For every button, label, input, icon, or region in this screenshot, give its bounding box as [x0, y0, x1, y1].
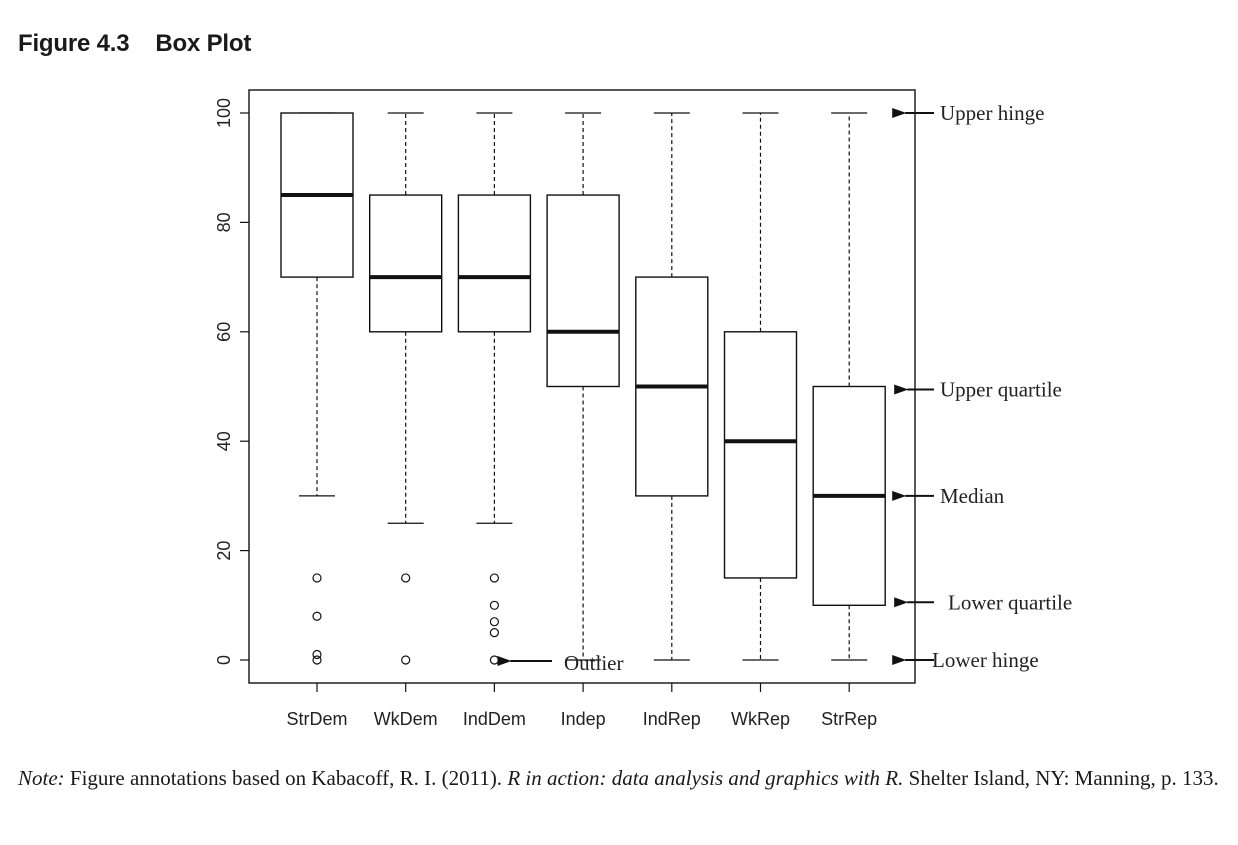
y-tick-label: 0: [214, 655, 234, 665]
outlier-point: [489, 628, 499, 638]
box-strrep: [812, 112, 886, 661]
x-tick-label: WkDem: [374, 709, 438, 729]
annotation-label-upper-hinge: Upper hinge: [940, 101, 1044, 125]
y-tick-label: 100: [214, 98, 234, 128]
y-tick-label: 40: [214, 431, 234, 451]
outlier-point: [401, 573, 411, 583]
outlier-point: [489, 617, 499, 627]
y-tick-label: 80: [214, 212, 234, 232]
outlier-point: [489, 655, 499, 665]
x-tick-label: WkRep: [731, 709, 790, 729]
plot-frame: [248, 89, 916, 684]
axes: 0 20 40 60 80 100 StrDem WkDem IndDem Indep IndRep…: [214, 89, 916, 729]
outlier-point: [312, 655, 322, 665]
note-text-after: Shelter Island, NY: Manning, p. 133.: [903, 766, 1219, 790]
box-body: [457, 194, 532, 333]
x-tick-label: IndRep: [643, 709, 701, 729]
box-body: [369, 194, 443, 333]
outlier-point: [401, 655, 411, 665]
outlier-point: [489, 600, 499, 610]
x-tick-label: Indep: [561, 709, 606, 729]
figure-note: Note: Figure annotations based on Kabaco…: [18, 762, 1230, 794]
outlier-point: [312, 573, 322, 583]
annotation-label-upper-quartile: Upper quartile: [940, 378, 1062, 402]
note-label: Note:: [18, 766, 65, 790]
box-indrep: [635, 112, 709, 661]
box-plot: 0 20 40 60 80 100 StrDem WkDem IndDem Indep IndRep…: [214, 89, 1072, 729]
box-indep: [546, 112, 620, 661]
outlier-point: [312, 611, 322, 621]
figure-title: Figure 4.3 Box Plot: [18, 30, 251, 58]
figure-number: Figure 4.3: [18, 30, 130, 57]
box-wkrep: [723, 112, 798, 661]
x-tick-label: StrRep: [821, 709, 877, 729]
box-wkdem: [369, 112, 443, 665]
box-body: [723, 331, 798, 579]
outlier-point: [489, 573, 499, 583]
annotation-label-lower-hinge: Lower hinge: [932, 648, 1039, 672]
box-inddem: [457, 112, 532, 665]
annotation-label-lower-quartile: Lower quartile: [948, 590, 1072, 614]
note-book-title: R in action: data analysis and graphics …: [507, 766, 904, 790]
boxes: [280, 112, 886, 665]
box-body: [546, 194, 620, 388]
figure-name: Box Plot: [155, 30, 252, 57]
outlier-point: [312, 649, 322, 660]
annotations: Upper hinge Upper quartile Median Lower qua…: [497, 101, 1072, 675]
annotation-label-outlier: Outlier: [564, 651, 623, 675]
y-tick-label: 20: [214, 541, 234, 561]
x-tick-label: IndDem: [463, 709, 526, 729]
y-tick-label: 60: [214, 322, 234, 342]
x-tick-label: StrDem: [286, 709, 347, 729]
annotation-label-median: Median: [940, 484, 1005, 508]
note-text-before: Figure annotations based on Kabacoff, R.…: [64, 766, 508, 790]
box-strdem: [280, 112, 354, 665]
